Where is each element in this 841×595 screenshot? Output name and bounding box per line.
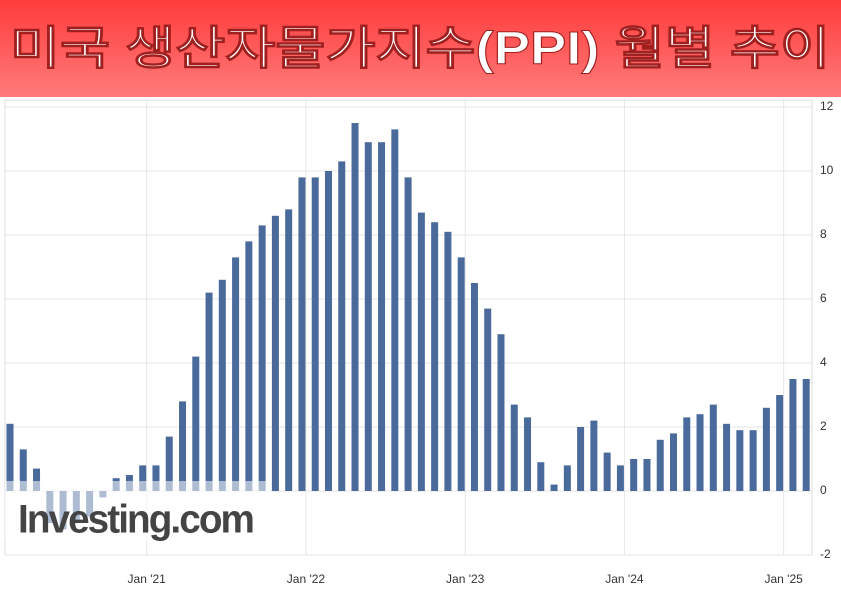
- y-tick-label: 6: [820, 291, 827, 305]
- bar: [152, 465, 160, 491]
- bar: [656, 439, 664, 491]
- bar: [749, 430, 757, 491]
- bar: [417, 212, 425, 491]
- bar: [484, 308, 492, 491]
- bar: [378, 142, 386, 491]
- bar: [218, 279, 226, 491]
- bar: [616, 465, 624, 491]
- bar: [550, 484, 558, 491]
- bar: [590, 420, 598, 491]
- bar: [33, 468, 41, 491]
- bar: [470, 283, 478, 491]
- bar: [324, 171, 332, 491]
- bar: [338, 161, 346, 491]
- x-tick-label: Jan '21: [128, 572, 167, 586]
- bar: [723, 423, 731, 491]
- bar: [6, 423, 14, 491]
- y-tick-label: 8: [820, 227, 827, 241]
- bar: [311, 177, 319, 491]
- bar: [510, 404, 518, 491]
- bar: [232, 257, 240, 491]
- bar: [258, 225, 266, 491]
- bar: [298, 177, 306, 491]
- y-tick-label: 10: [820, 163, 834, 177]
- bar: [643, 459, 651, 491]
- bar: [577, 427, 585, 491]
- x-tick-label: Jan '25: [764, 572, 803, 586]
- bar: [165, 436, 173, 491]
- bar: [192, 356, 200, 491]
- title-banner: [0, 0, 841, 97]
- bar: [524, 417, 532, 491]
- bar: [245, 241, 253, 491]
- x-tick-label: Jan '22: [287, 572, 326, 586]
- bar: [683, 417, 691, 491]
- watermark-backdrop: [5, 481, 270, 541]
- bar: [696, 414, 704, 491]
- bar: [736, 430, 744, 491]
- bar: [762, 407, 770, 491]
- bar: [351, 123, 359, 491]
- y-tick-label: 4: [820, 355, 827, 369]
- bar: [431, 222, 439, 491]
- bar: [537, 462, 545, 491]
- bar: [271, 215, 279, 492]
- bar: [179, 401, 187, 491]
- bar: [630, 459, 638, 491]
- x-tick-label: Jan '23: [446, 572, 485, 586]
- chart-title: 미국 생산자물가지수(PPI) 월별 추이: [10, 22, 830, 74]
- bar: [457, 257, 465, 491]
- bar: [497, 334, 505, 491]
- bar: [563, 465, 571, 491]
- watermark: Investing.com: [18, 498, 253, 542]
- bar: [670, 433, 677, 491]
- bar: [285, 209, 293, 491]
- y-tick-label: 0: [820, 483, 827, 497]
- bar: [139, 465, 147, 491]
- x-tick-label: Jan '24: [605, 572, 644, 586]
- bar: [802, 379, 810, 491]
- y-tick-label: 2: [820, 419, 827, 433]
- bar: [205, 292, 213, 491]
- bar: [444, 231, 452, 492]
- bar: [709, 404, 717, 491]
- y-tick-label: -2: [820, 547, 831, 561]
- bar: [391, 129, 399, 491]
- bar: [789, 379, 797, 491]
- bar: [776, 395, 784, 491]
- y-tick-label: 12: [820, 99, 834, 113]
- bar: [404, 177, 412, 491]
- bar: [364, 142, 372, 491]
- bar: [603, 452, 611, 491]
- bar: [19, 449, 27, 491]
